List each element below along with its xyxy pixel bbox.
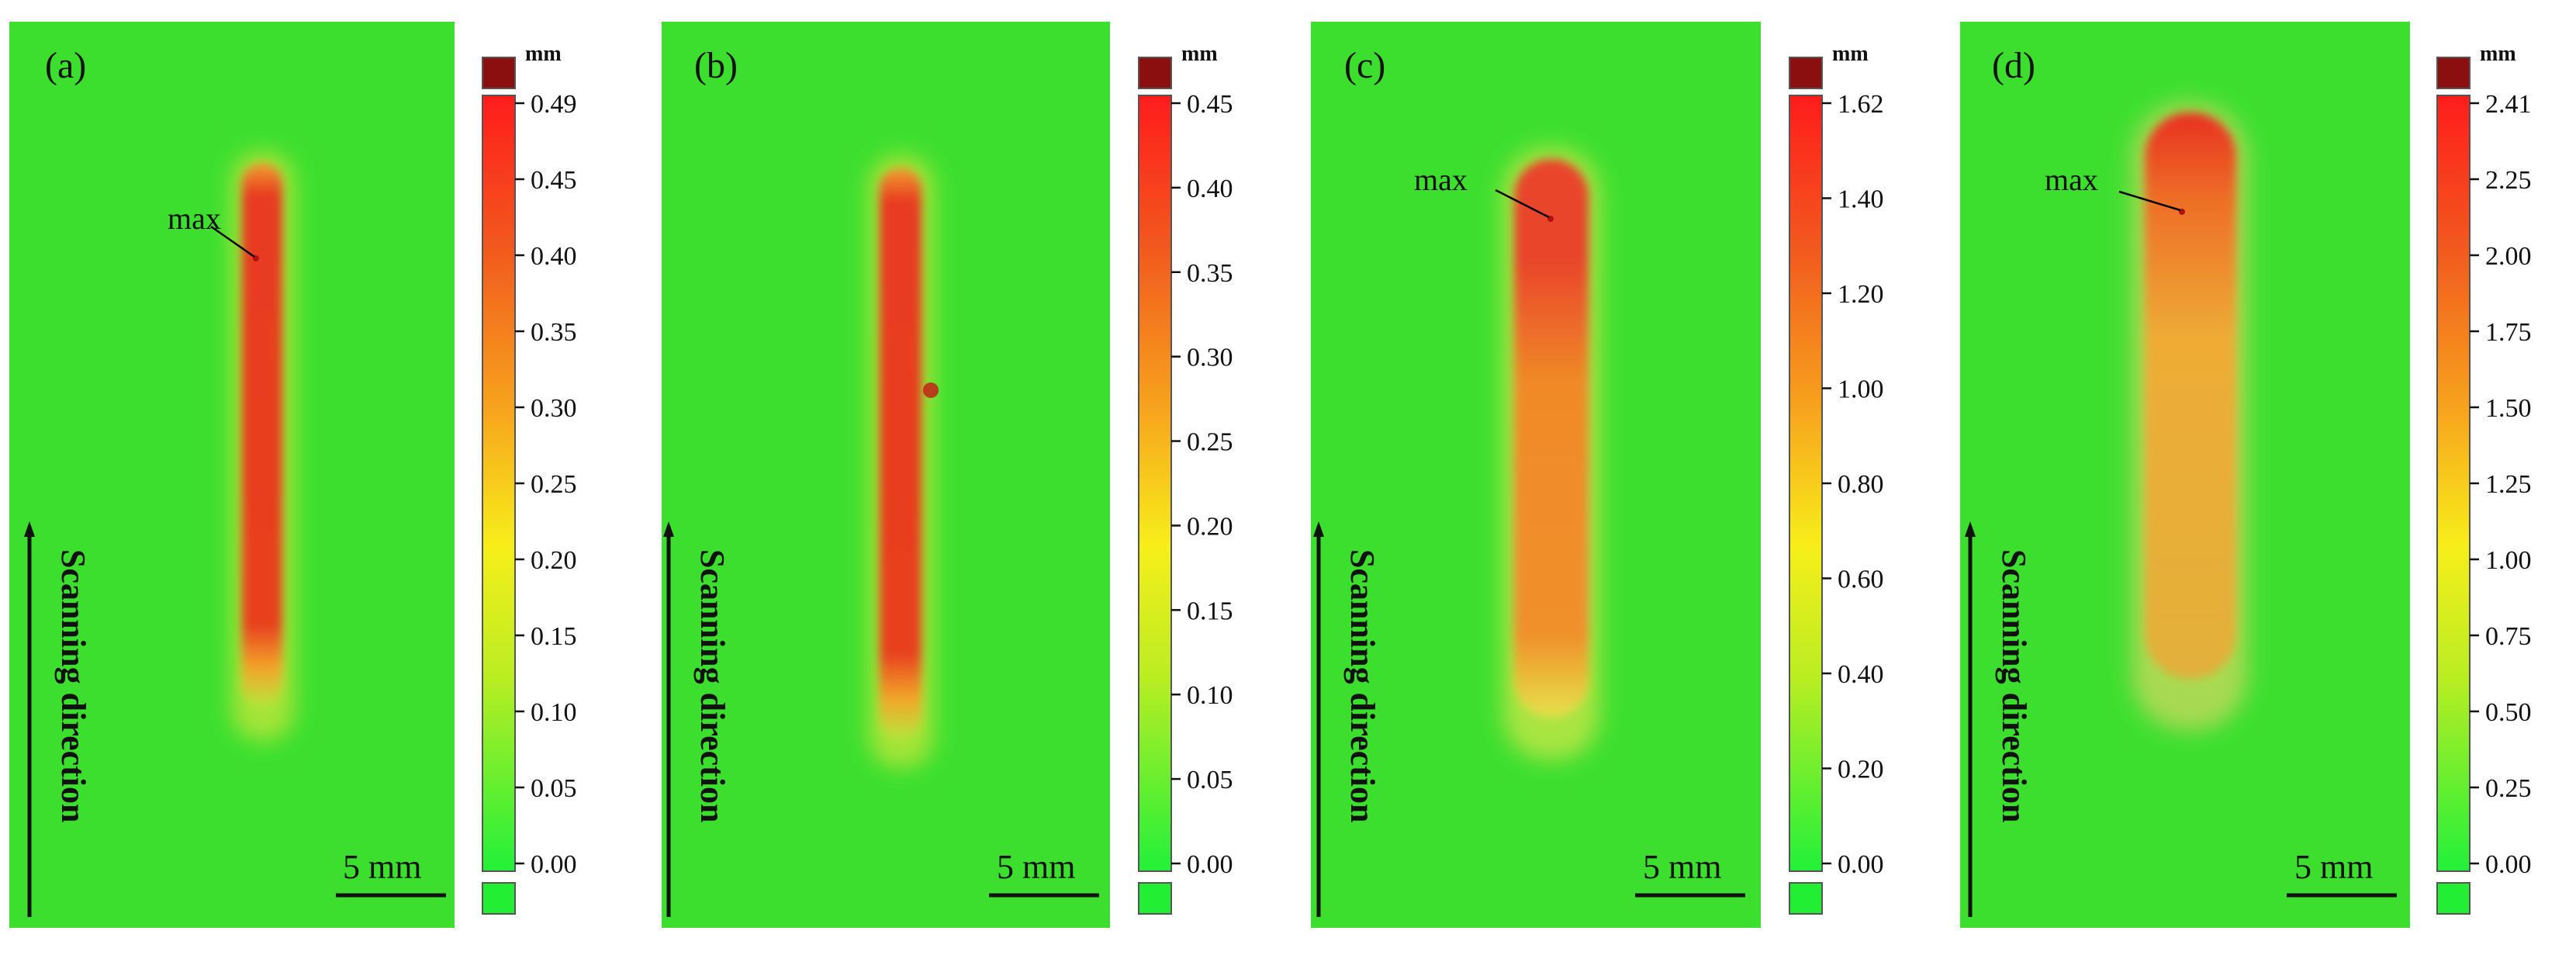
- colorbar-tick-label: 0.45: [1187, 90, 1233, 119]
- panel-a: max (a) Scanning direction 5 mm: [9, 22, 455, 928]
- colorbar-tick-label: 1.00: [2485, 546, 2532, 575]
- track-b: [880, 168, 921, 739]
- spot-b: [923, 382, 939, 398]
- track-a: [242, 163, 282, 706]
- panel-label-b: (b): [694, 45, 738, 86]
- colorbar-tick-label: 0.20: [1187, 512, 1233, 541]
- colorbar-top-cap-d: [2436, 57, 2471, 89]
- colorbar-a: mm 0.490.450.400.350.300.250.200.150.100…: [482, 42, 577, 915]
- colorbar-tick-label: 0.20: [1838, 756, 1884, 784]
- colorbar-tick-label: 0.40: [1838, 660, 1884, 689]
- colorbar-bottom-cap-a: [482, 882, 516, 915]
- direction-label-c: Scanning direction: [1343, 549, 1381, 822]
- colorbar-tick-label: 0.40: [1187, 175, 1233, 203]
- max-label-c: max: [1414, 162, 1468, 197]
- max-leader-d: [2118, 190, 2181, 212]
- colorbar-tick-label: 1.50: [2485, 394, 2532, 423]
- colorbar-tick-label: 0.15: [531, 622, 577, 651]
- max-leader-c: [1495, 189, 1550, 219]
- max-leader-a: [210, 225, 255, 258]
- colorbar-ticks-c: 1.62 1.40 1.20 1.00 0.80 0.60 0.40 0.20 0.00: [1822, 90, 1884, 879]
- colorbar-tick-label: 0.05: [531, 774, 577, 803]
- colorbar-gradient-c: [1789, 95, 1823, 872]
- colorbar-tick-label: 0.00: [1838, 850, 1884, 879]
- panel-label-c: (c): [1344, 45, 1385, 86]
- colorbar-tick-label: 0.05: [1187, 766, 1233, 794]
- max-label-d: max: [2045, 162, 2098, 197]
- colorbar-ticks-d: 2.41 2.25 2.00 1.75 1.50 1.25 1.00 0.75 0.50 0.25…: [2470, 90, 2532, 879]
- colorbar-tick-label: 0.45: [531, 166, 577, 195]
- scale-bar-label-b: 5 mm: [997, 848, 1075, 886]
- colorbar-tick-label: 0.00: [531, 850, 577, 879]
- colorbar-tick-label: 0.50: [2485, 698, 2532, 727]
- colorbar-tick-label: 1.00: [1838, 375, 1884, 404]
- colorbar-tick-label: 0.30: [531, 394, 577, 423]
- direction-arrow-a: [24, 521, 35, 917]
- colorbar-gradient-d: [2436, 95, 2471, 872]
- direction-label-a: Scanning direction: [54, 549, 92, 822]
- colorbar-tick-label: 0.75: [2485, 622, 2532, 651]
- direction-arrow-d: [1965, 521, 1976, 917]
- panel-d: max (d) Scanning direction 5 mm: [1960, 22, 2410, 928]
- colorbar-tick-label: 0.35: [531, 318, 577, 347]
- max-label-a: max: [168, 201, 221, 236]
- colorbar-gradient-b: [1138, 95, 1172, 872]
- direction-label-b: Scanning direction: [693, 549, 731, 822]
- colorbar-bottom-cap-c: [1789, 882, 1823, 915]
- colorbar-c: mm 1.62 1.40 1.20 1.00 0.80 0.60 0.40 0.20 0.00: [1789, 42, 1884, 915]
- colorbar-tick-label: 1.40: [1838, 185, 1884, 214]
- colorbar-tick-label: 1.62: [1838, 90, 1884, 119]
- track-c: [1514, 159, 1589, 718]
- colorbar-tick-label: 0.40: [531, 242, 577, 271]
- colorbar-tick-label: 0.25: [531, 470, 577, 499]
- colorbar-tick-label: 0.60: [1838, 566, 1884, 594]
- colorbar-tick-label: 0.20: [531, 546, 577, 575]
- colorbar-tick-label: 1.20: [1838, 280, 1884, 309]
- colorbar-ticks-b: 0.45 0.40 0.35 0.30 0.25 0.20 0.15 0.10 0.05 0.00: [1171, 90, 1233, 879]
- scale-bar-label-d: 5 mm: [2294, 848, 2373, 886]
- colorbar-unit-c: mm: [1832, 42, 1869, 66]
- colorbar-b: mm 0.450.400.350.300.250.200.150.100.050…: [1138, 42, 1233, 915]
- colorbar-tick-label: 0.10: [1187, 681, 1233, 710]
- colorbar-tick-label: 2.41: [2485, 90, 2532, 119]
- colorbar-top-cap-c: [1789, 57, 1823, 89]
- colorbar-bottom-cap-b: [1138, 882, 1172, 915]
- colorbar-tick-label: 0.15: [1187, 597, 1233, 625]
- scale-bar-label-a: 5 mm: [343, 848, 421, 886]
- colorbar-tick-label: 2.00: [2485, 242, 2532, 271]
- colorbar-tick-label: 0.25: [2485, 774, 2532, 803]
- colorbar-tick-label: 1.75: [2485, 318, 2532, 347]
- colorbar-tick-label: 0.00: [2485, 850, 2532, 879]
- panel-label-d: (d): [1992, 45, 2035, 86]
- colorbar-unit-b: mm: [1181, 42, 1218, 66]
- colorbar-tick-label: 0.10: [531, 698, 577, 727]
- colorbar-bottom-cap-d: [2436, 882, 2471, 915]
- colorbar-top-cap-b: [1138, 57, 1172, 89]
- panel-label-a: (a): [45, 45, 86, 86]
- colorbar-tick-label: 0.49: [531, 90, 577, 119]
- colorbar-gradient-a: [482, 95, 516, 872]
- colorbar-tick-label: 2.25: [2485, 166, 2532, 195]
- colorbar-ticks-a: 0.49 0.45 0.40 0.35 0.30 0.25 0.20 0.15 0.10 0.05…: [515, 90, 577, 879]
- direction-label-d: Scanning direction: [1995, 549, 2033, 822]
- scale-bar-label-c: 5 mm: [1643, 848, 1721, 886]
- colorbar-d: mm 2.41 2.25 2.00 1.75 1.50 1.25 1.00 0.75 0.50 0…: [2436, 42, 2532, 915]
- colorbar-unit-a: mm: [525, 42, 562, 66]
- track-d: [2145, 112, 2236, 679]
- direction-arrow-c: [1313, 521, 1324, 917]
- colorbar-tick-label: 0.35: [1187, 259, 1233, 288]
- colorbar-unit-d: mm: [2480, 42, 2516, 66]
- colorbar-tick-label: 0.30: [1187, 344, 1233, 372]
- panel-b: (b) Scanning direction 5 mm: [662, 22, 1110, 928]
- colorbar-tick-label: 0.80: [1838, 470, 1884, 499]
- colorbar-tick-label: 0.00: [1187, 850, 1233, 879]
- direction-arrow-b: [663, 521, 674, 917]
- colorbar-tick-label: 0.25: [1187, 428, 1233, 457]
- colorbar-top-cap-a: [482, 57, 516, 89]
- panel-c: max (c) Scanning direction 5 mm: [1311, 22, 1761, 928]
- colorbar-tick-label: 1.25: [2485, 470, 2532, 499]
